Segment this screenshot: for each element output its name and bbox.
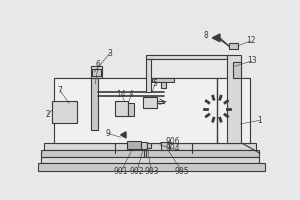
Bar <box>44 143 256 150</box>
Bar <box>152 78 174 82</box>
Bar <box>143 97 157 108</box>
Text: 906: 906 <box>166 137 180 146</box>
Text: 902: 902 <box>130 167 144 176</box>
Text: 905: 905 <box>175 167 190 176</box>
Text: 8: 8 <box>204 31 208 40</box>
Polygon shape <box>121 132 126 138</box>
Bar <box>141 142 147 149</box>
Bar <box>146 59 151 92</box>
Text: 2: 2 <box>45 110 50 119</box>
Bar <box>229 43 239 49</box>
Text: 1: 1 <box>258 116 262 125</box>
Text: 7: 7 <box>57 86 62 95</box>
Bar <box>52 101 77 123</box>
Bar <box>161 82 166 88</box>
Bar <box>128 103 134 116</box>
Text: 13: 13 <box>247 56 256 65</box>
Bar <box>147 143 152 148</box>
Bar <box>91 78 98 130</box>
Bar <box>91 66 102 78</box>
Text: 904: 904 <box>166 144 180 153</box>
Circle shape <box>216 108 218 110</box>
Bar <box>40 157 259 163</box>
Text: 14: 14 <box>117 90 126 99</box>
Polygon shape <box>212 34 220 42</box>
Bar <box>161 142 169 150</box>
Bar <box>38 163 266 171</box>
Text: 9: 9 <box>105 129 110 138</box>
Text: 901: 901 <box>113 167 128 176</box>
Bar <box>40 150 259 157</box>
Polygon shape <box>152 140 161 149</box>
Text: 12: 12 <box>246 36 256 45</box>
Bar <box>54 78 250 143</box>
Text: 5: 5 <box>153 79 158 88</box>
Bar <box>227 55 241 143</box>
Bar <box>233 62 241 78</box>
Bar <box>127 141 141 149</box>
Bar <box>146 55 227 59</box>
Text: 903: 903 <box>144 167 159 176</box>
Text: 6: 6 <box>96 60 101 69</box>
Text: 4: 4 <box>129 90 134 99</box>
Text: 3: 3 <box>107 49 112 58</box>
Bar <box>115 101 128 116</box>
Bar <box>92 69 100 76</box>
